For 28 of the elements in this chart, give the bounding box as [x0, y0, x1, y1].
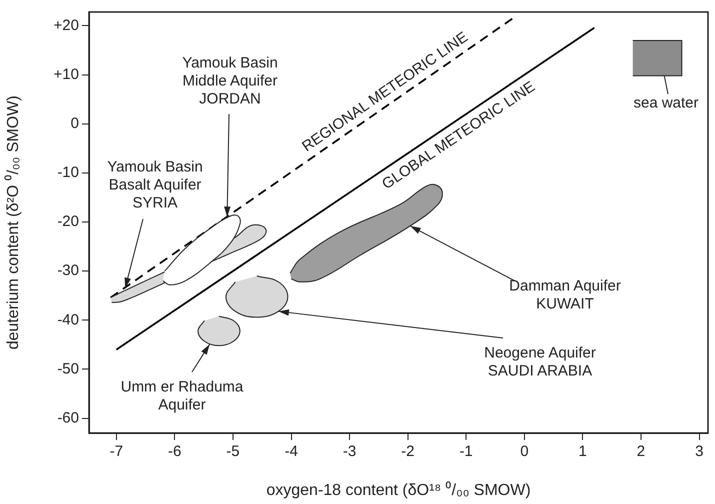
- y-tick-label: -50: [57, 360, 79, 378]
- annotation: Umm er Rhaduma Aquifer: [120, 378, 244, 414]
- y-tick-label: 0: [70, 115, 79, 132]
- x-tick-label: -6: [168, 443, 182, 460]
- annotation: Yamouk Basin Basalt Aquifer SYRIA: [107, 158, 203, 212]
- x-tick-label: -2: [401, 443, 414, 460]
- y-tick-label: +20: [54, 16, 79, 34]
- x-tick-label: -5: [226, 443, 240, 460]
- y-tick-label: -30: [57, 262, 79, 280]
- annotation: sea water: [633, 94, 699, 112]
- x-tick-label: 3: [695, 443, 704, 460]
- y-tick-label: -40: [57, 311, 79, 328]
- annotation: Damman Aquifer KUWAIT: [509, 278, 621, 313]
- x-tick-label: -4: [284, 443, 298, 460]
- x-tick-label: 2: [636, 443, 646, 460]
- annotation: Neogene Aquifer SAUDI ARABIA: [484, 344, 596, 380]
- y-tick-label: -60: [57, 409, 79, 426]
- x-tick-label: -7: [110, 443, 124, 460]
- y-axis-title: deuterium content (δ²O ⁰/₀₀ SMOW): [4, 95, 22, 350]
- y-tick-label: -10: [57, 164, 79, 182]
- annotation: Yamouk Basin Middle Aquifer JORDAN: [182, 54, 278, 108]
- x-tick-label: 0: [520, 443, 529, 460]
- y-tick-label: +10: [54, 66, 79, 83]
- x-tick-label: -1: [459, 443, 473, 460]
- x-tick-label: 1: [578, 443, 587, 460]
- y-tick-label: -20: [57, 213, 79, 230]
- x-tick-label: -3: [342, 443, 356, 460]
- x-axis-title: oxygen-18 content (δO¹⁸ ⁰/₀₀ SMOW): [266, 480, 531, 499]
